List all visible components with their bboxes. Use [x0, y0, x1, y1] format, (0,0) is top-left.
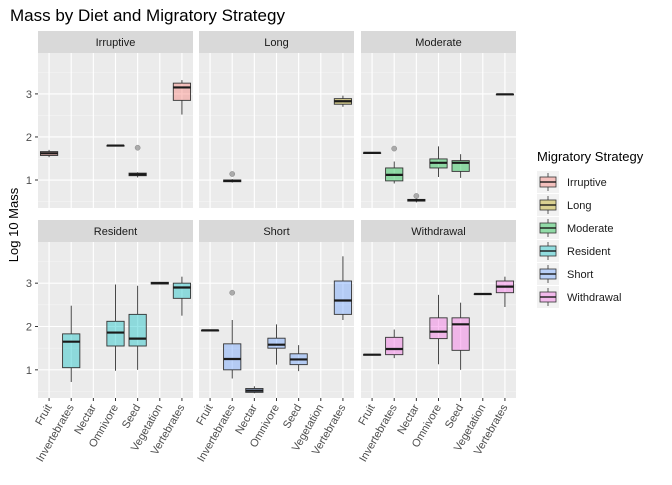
legend-label: Withdrawal: [567, 292, 621, 304]
panel-irruptive: Irruptive 1 2 3: [26, 31, 193, 208]
boxplot-seed: [451, 302, 470, 370]
box: [451, 160, 470, 172]
boxplot-fruit: [362, 151, 382, 154]
legend-item-moderate: Moderate: [537, 217, 613, 239]
y-tick-label: 2: [26, 132, 32, 144]
legend-item-short: Short: [537, 263, 593, 285]
boxplot-seed: [128, 144, 147, 178]
boxplot-fruit: [200, 329, 220, 332]
legend-label: Irruptive: [567, 177, 607, 189]
panel-strip-label: Resident: [94, 226, 137, 238]
panel-short: ShortFruitInvertebratesNectarOmnivoreSee…: [194, 220, 354, 464]
x-tick-label: Fruit: [194, 403, 215, 428]
y-tick-label: 3: [26, 278, 32, 290]
x-tick-label: Seed: [443, 403, 466, 431]
legend-label: Long: [567, 200, 591, 212]
box: [62, 333, 81, 369]
panel-strip: [361, 31, 516, 53]
box: [172, 82, 192, 101]
panel-strip-label: Withdrawal: [411, 226, 465, 238]
boxplot-seed: [128, 285, 147, 370]
boxplot-omnivore: [267, 324, 286, 365]
panel-moderate: Moderate: [361, 31, 516, 208]
y-tick-label: 2: [26, 322, 32, 334]
box: [267, 337, 286, 349]
box: [451, 317, 470, 351]
boxplot-vertebrates: [172, 80, 192, 115]
boxplot-fruit: [39, 149, 59, 158]
legend: Migratory Strategy Irruptive Long Moderate…: [537, 149, 644, 308]
boxplot-nectar: [407, 193, 426, 203]
legend-item-withdrawal: Withdrawal: [537, 286, 621, 308]
x-tick-label: Fruit: [33, 403, 54, 428]
box: [128, 313, 147, 347]
panel-strip: [199, 31, 354, 53]
panel-strip-label: Moderate: [415, 37, 461, 49]
legend-label: Resident: [567, 246, 610, 258]
boxplot-invertebrates: [223, 289, 242, 379]
panel-strip-label: Short: [263, 226, 289, 238]
chart-title: Mass by Diet and Migratory Strategy: [10, 6, 285, 25]
boxplot-invertebrates: [385, 145, 404, 184]
boxplot-omnivore: [429, 294, 448, 365]
boxplot-fruit: [362, 353, 382, 356]
box: [333, 280, 353, 315]
legend-item-irruptive: Irruptive: [537, 171, 607, 193]
boxplot-omnivore: [106, 284, 125, 371]
boxplot-vertebrates: [172, 276, 192, 316]
boxplot-vertebrates: [495, 93, 515, 96]
panel-strip-label: Long: [264, 37, 288, 49]
boxplot-nectar: [245, 386, 264, 394]
outlier-point: [391, 145, 398, 152]
x-tick-label: Fruit: [356, 403, 377, 428]
outlier-point: [229, 171, 236, 177]
boxplot-seed: [289, 345, 308, 372]
boxplot-vegetation: [150, 281, 169, 285]
box: [429, 317, 448, 340]
x-tick-label: Seed: [281, 403, 304, 431]
panel-resident: Resident123FruitInvertebratesNectarOmniv…: [26, 220, 193, 464]
boxplot-seed: [451, 154, 470, 178]
panels-layer: Irruptive 1 2 3 Long Moderate Resident 1 2 3 Fruit…: [26, 31, 516, 464]
boxplot-vegetation: [473, 292, 492, 296]
y-tick-label: 1: [26, 365, 32, 377]
legend-label: Moderate: [567, 223, 613, 235]
panel-withdrawal: WithdrawalFruitInvertebratesNectarOmnivo…: [356, 220, 516, 464]
box: [223, 343, 242, 371]
outlier-point: [229, 289, 236, 296]
boxplot-invertebrates: [223, 171, 242, 183]
boxplot-vertebrates: [495, 276, 515, 307]
panel-strip: [38, 31, 193, 53]
y-axis-label: Log 10 Mass: [6, 187, 21, 262]
y-tick-label: 3: [26, 89, 32, 101]
boxplot-invertebrates: [385, 329, 404, 359]
panel-long: Long: [199, 31, 354, 208]
boxplot-vertebrates: [333, 256, 353, 320]
legend-item-long: Long: [537, 194, 591, 216]
boxplot-vertebrates: [333, 95, 353, 107]
box: [385, 336, 404, 356]
boxplot-omnivore: [429, 146, 448, 177]
boxplot-omnivore: [106, 144, 125, 147]
panel-strip: [199, 220, 354, 242]
legend-label: Short: [567, 269, 593, 281]
y-tick-label: 1: [26, 175, 32, 187]
panel-strip: [38, 220, 193, 242]
boxplot-invertebrates: [62, 305, 81, 382]
legend-item-resident: Resident: [537, 240, 610, 262]
outlier-point: [413, 193, 420, 199]
x-tick-label: Seed: [120, 403, 143, 431]
panel-strip-label: Irruptive: [96, 37, 136, 49]
box: [172, 282, 192, 299]
outlier-point: [134, 144, 141, 151]
panel-strip: [361, 220, 516, 242]
legend-title: Migratory Strategy: [537, 149, 644, 164]
